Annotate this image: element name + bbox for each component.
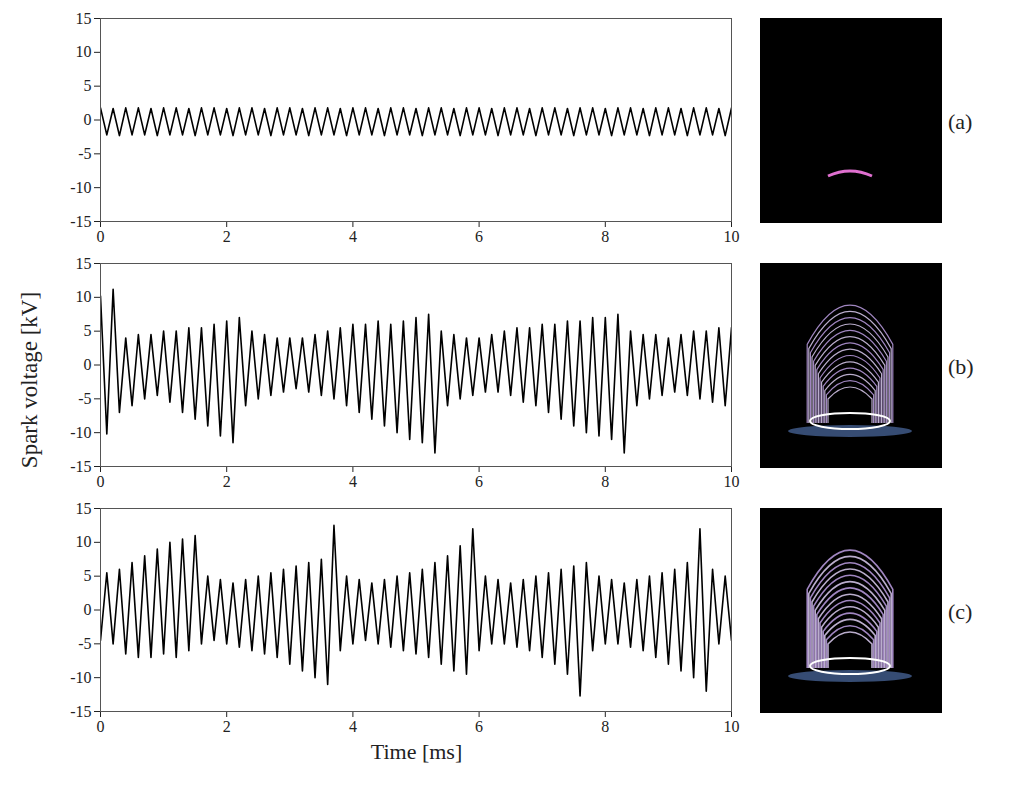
svg-text:0: 0: [84, 111, 92, 128]
svg-text:10: 10: [724, 228, 740, 245]
svg-text:5: 5: [84, 322, 92, 339]
svg-text:-15: -15: [70, 213, 91, 230]
svg-text:6: 6: [475, 718, 483, 735]
svg-text:10: 10: [724, 718, 740, 735]
html-text:(b): (b): [948, 354, 974, 379]
svg-text:0: 0: [97, 228, 105, 245]
svg-text:0: 0: [84, 601, 92, 618]
svg-text:2: 2: [223, 228, 231, 245]
svg-text:-15: -15: [70, 703, 91, 720]
svg-text:8: 8: [601, 718, 609, 735]
svg-text:5: 5: [84, 77, 92, 94]
svg-text:4: 4: [349, 228, 357, 245]
svg-text:8: 8: [601, 228, 609, 245]
svg-text:2: 2: [223, 718, 231, 735]
svg-text:-15: -15: [70, 458, 91, 475]
svg-text:-5: -5: [78, 635, 91, 652]
svg-text:15: 15: [76, 10, 92, 27]
svg-text:-10: -10: [70, 669, 91, 686]
svg-text:8: 8: [601, 473, 609, 490]
svg-text:-10: -10: [70, 179, 91, 196]
html-text:Spark voltage [kV]: Spark voltage [kV]: [17, 291, 42, 469]
html-text:(a): (a): [948, 109, 973, 134]
svg-text:0: 0: [84, 356, 92, 373]
svg-text:0: 0: [97, 473, 105, 490]
svg-text:10: 10: [76, 288, 92, 305]
svg-text:10: 10: [76, 533, 92, 550]
svg-text:15: 15: [76, 255, 92, 272]
svg-text:-5: -5: [78, 145, 91, 162]
svg-text:15: 15: [76, 500, 92, 517]
svg-text:4: 4: [349, 473, 357, 490]
svg-text:6: 6: [475, 473, 483, 490]
svg-text:5: 5: [84, 567, 92, 584]
svg-text:6: 6: [475, 228, 483, 245]
svg-text:-5: -5: [78, 390, 91, 407]
svg-text:10: 10: [76, 43, 92, 60]
svg-text:10: 10: [724, 473, 740, 490]
svg-text:4: 4: [349, 718, 357, 735]
html-text:(c): (c): [948, 599, 973, 624]
svg-text:0: 0: [97, 718, 105, 735]
svg-text:-10: -10: [70, 424, 91, 441]
html-text:Time [ms]: Time [ms]: [370, 739, 463, 764]
svg-text:2: 2: [223, 473, 231, 490]
